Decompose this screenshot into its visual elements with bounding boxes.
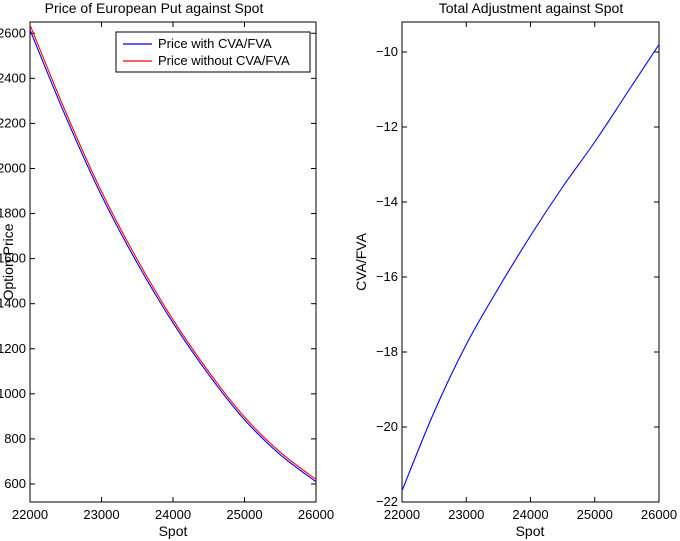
x-tick-label: 26000 xyxy=(298,507,334,522)
adjustment-y-ticks: −22 −20 −18 −16 −14 −12 −10 xyxy=(376,44,659,509)
series-line-0-1 xyxy=(29,24,317,480)
legend-box xyxy=(115,31,311,73)
y-tick-label: 1000 xyxy=(0,386,26,401)
x-tick-label: 25000 xyxy=(577,507,613,522)
y-tick-label: 2400 xyxy=(0,70,26,85)
x-tick-label: 24000 xyxy=(512,507,548,522)
adjustment-x-axis-label: Spot xyxy=(516,523,545,539)
series-line-1-0 xyxy=(401,44,660,491)
x-tick-label: 24000 xyxy=(155,507,191,522)
x-tick-label: 25000 xyxy=(226,507,262,522)
x-tick-label: 26000 xyxy=(641,507,677,522)
y-tick-label: −16 xyxy=(376,269,398,284)
x-tick-label: 23000 xyxy=(448,507,484,522)
adjustment-y-axis-label: CVA/FVA xyxy=(353,232,369,290)
y-tick-label: −18 xyxy=(376,344,398,359)
y-tick-label: 1200 xyxy=(0,341,26,356)
adjustment-chart: Total Adjustment against Spot 22000 23000… xyxy=(353,0,677,539)
put-price-series xyxy=(29,24,317,483)
y-tick-label: 1600 xyxy=(0,251,26,266)
put-price-chart: Price of European Put against Spot 22000… xyxy=(0,0,334,539)
x-tick-label: 22000 xyxy=(384,507,420,522)
adjustment-chart-title: Total Adjustment against Spot xyxy=(439,0,624,16)
y-tick-label: 2000 xyxy=(0,160,26,175)
y-tick-label: −10 xyxy=(376,44,398,59)
put-price-chart-title: Price of European Put against Spot xyxy=(45,0,264,16)
put-price-y-ticks: 600 800 1000 1200 1400 1600 1800 2000 2200 2400 26… xyxy=(0,25,316,491)
y-tick-label: 600 xyxy=(4,476,26,491)
put-price-y-axis-label: Option Price xyxy=(0,223,16,300)
legend: Price with CVA/FVA Price without CVA/FVA xyxy=(115,31,311,73)
y-tick-label: −20 xyxy=(376,419,398,434)
y-tick-label: 2600 xyxy=(0,25,26,40)
x-tick-label: 23000 xyxy=(83,507,119,522)
y-tick-label: −14 xyxy=(376,194,398,209)
y-tick-label: 1800 xyxy=(0,206,26,221)
y-tick-label: 2200 xyxy=(0,115,26,130)
legend-label-with-cva: Price with CVA/FVA xyxy=(158,36,272,51)
y-tick-label: 800 xyxy=(4,431,26,446)
adjustment-series xyxy=(401,44,660,491)
y-tick-label: −22 xyxy=(376,494,398,509)
y-tick-label: −12 xyxy=(376,119,398,134)
adjustment-x-ticks: 22000 23000 24000 25000 26000 xyxy=(384,22,677,522)
put-price-x-axis-label: Spot xyxy=(159,523,188,539)
x-tick-label: 22000 xyxy=(12,507,48,522)
put-price-x-ticks: 22000 23000 24000 25000 26000 xyxy=(12,22,334,522)
series-line-0-0 xyxy=(29,29,317,483)
y-tick-label: 1400 xyxy=(0,296,26,311)
legend-label-without-cva: Price without CVA/FVA xyxy=(158,53,290,68)
